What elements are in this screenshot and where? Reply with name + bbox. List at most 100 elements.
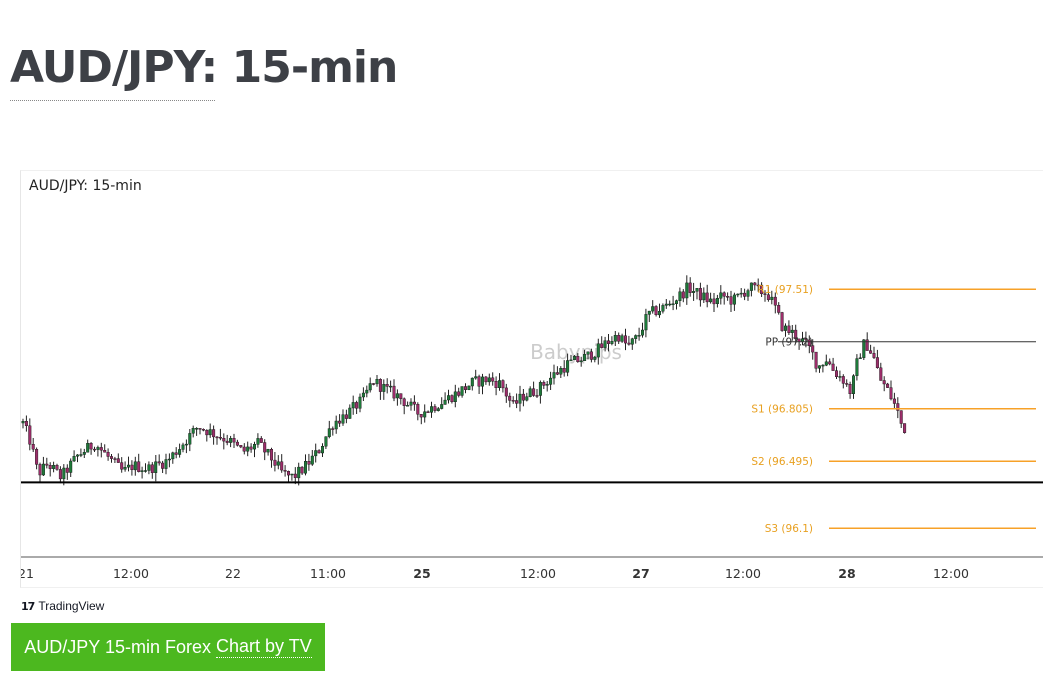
candle-body — [341, 414, 345, 424]
candle-body — [389, 385, 393, 388]
candle-body — [518, 393, 522, 404]
watermark-text: Babypips — [530, 340, 622, 364]
candle-body — [436, 408, 440, 411]
chart-by-tv-link[interactable]: Chart by TV — [216, 636, 312, 658]
candle-body — [69, 460, 73, 473]
candle-body — [688, 282, 692, 293]
candle-body — [794, 329, 798, 340]
candle-body — [589, 351, 593, 360]
candle-body — [872, 353, 876, 358]
candle-body — [355, 402, 359, 409]
candle-body — [777, 304, 781, 313]
candle-body — [447, 395, 451, 401]
candle-body — [702, 292, 706, 301]
candle-body — [242, 446, 246, 452]
candle-body — [593, 356, 597, 360]
candle-body — [770, 296, 774, 300]
candle-body — [831, 363, 835, 371]
forex-chart-button-prefix: AUD/JPY 15-min Forex — [24, 636, 211, 657]
candle-body — [586, 351, 590, 355]
candle-body — [729, 296, 733, 305]
candle-body — [467, 385, 471, 390]
chart-widget[interactable]: AUD/JPY: 15-min Babypips R1 (97.51) PP (9… — [20, 170, 1043, 588]
candle-body — [658, 310, 662, 316]
candle-body — [521, 393, 525, 401]
candle-body — [252, 444, 256, 450]
candle-body — [201, 429, 205, 431]
candle-body — [283, 470, 287, 472]
candle-body — [259, 438, 263, 443]
candle-body — [528, 388, 532, 397]
candle-body — [133, 461, 137, 471]
candle-body — [256, 438, 260, 445]
candle-body — [395, 393, 399, 399]
candle-body — [433, 406, 437, 411]
x-tick-label: 21 — [21, 566, 34, 581]
candle-body — [753, 282, 757, 286]
candle-body — [664, 303, 668, 306]
candles-group — [21, 275, 907, 486]
candle-body — [732, 294, 736, 305]
candle-body — [583, 354, 587, 362]
candle-body — [205, 430, 209, 436]
candle-body — [178, 449, 182, 455]
candle-body — [749, 282, 753, 291]
candle-body — [515, 400, 519, 404]
candlestick-chart[interactable]: AUD/JPY: 15-min Babypips R1 (97.51) PP (9… — [21, 171, 1043, 588]
candle-body — [31, 444, 35, 450]
candle-body — [358, 396, 362, 409]
tradingview-label: TradingView — [38, 599, 105, 613]
candle-body — [198, 428, 202, 430]
candle-body — [123, 467, 127, 470]
candle-body — [811, 345, 815, 353]
x-tick-label: 12:00 — [520, 566, 556, 581]
candle-body — [307, 461, 311, 465]
candle-body — [892, 398, 896, 404]
candle-body — [174, 452, 178, 455]
candle-body — [382, 384, 386, 392]
candle-body — [641, 329, 645, 336]
candle-body — [96, 447, 100, 450]
candle-body — [736, 293, 740, 296]
x-tick-label: 12:00 — [113, 566, 149, 581]
candle-body — [464, 386, 468, 390]
candle-body — [875, 357, 879, 369]
candle-body — [276, 461, 280, 466]
candle-body — [617, 334, 621, 342]
candle-body — [766, 294, 770, 300]
candle-body — [45, 463, 49, 466]
candle-body — [273, 459, 277, 466]
x-tick-label: 27 — [632, 566, 649, 581]
candle-body — [644, 314, 648, 331]
forex-chart-button[interactable]: AUD/JPY 15-min Forex Chart by TV — [11, 623, 325, 671]
x-tick-label: 28 — [838, 566, 855, 581]
candle-body — [399, 393, 403, 399]
candle-body — [821, 364, 825, 367]
candle-body — [620, 335, 624, 342]
candle-body — [746, 290, 750, 297]
candle-body — [610, 341, 614, 344]
tradingview-logo[interactable]: 17 TradingView — [21, 597, 104, 615]
candle-body — [412, 401, 416, 405]
candle-body — [491, 377, 495, 382]
candle-body — [671, 303, 675, 306]
candle-body — [511, 400, 515, 402]
candle-body — [889, 387, 893, 400]
candle-body — [191, 428, 195, 434]
candle-body — [113, 458, 117, 460]
candle-body — [569, 359, 573, 362]
candle-body — [841, 376, 845, 384]
candle-body — [698, 288, 702, 301]
pivot-label-s1: S1 (96.805) — [751, 404, 813, 416]
candle-body — [368, 383, 372, 391]
candle-body — [474, 376, 478, 379]
candle-body — [385, 384, 389, 387]
candle-body — [453, 391, 457, 403]
candle-body — [229, 438, 233, 443]
candle-body — [722, 292, 726, 297]
candle-body — [678, 291, 682, 301]
candle-body — [824, 361, 828, 366]
candle-body — [38, 464, 42, 476]
candle-body — [188, 433, 192, 445]
candle-body — [409, 401, 413, 406]
